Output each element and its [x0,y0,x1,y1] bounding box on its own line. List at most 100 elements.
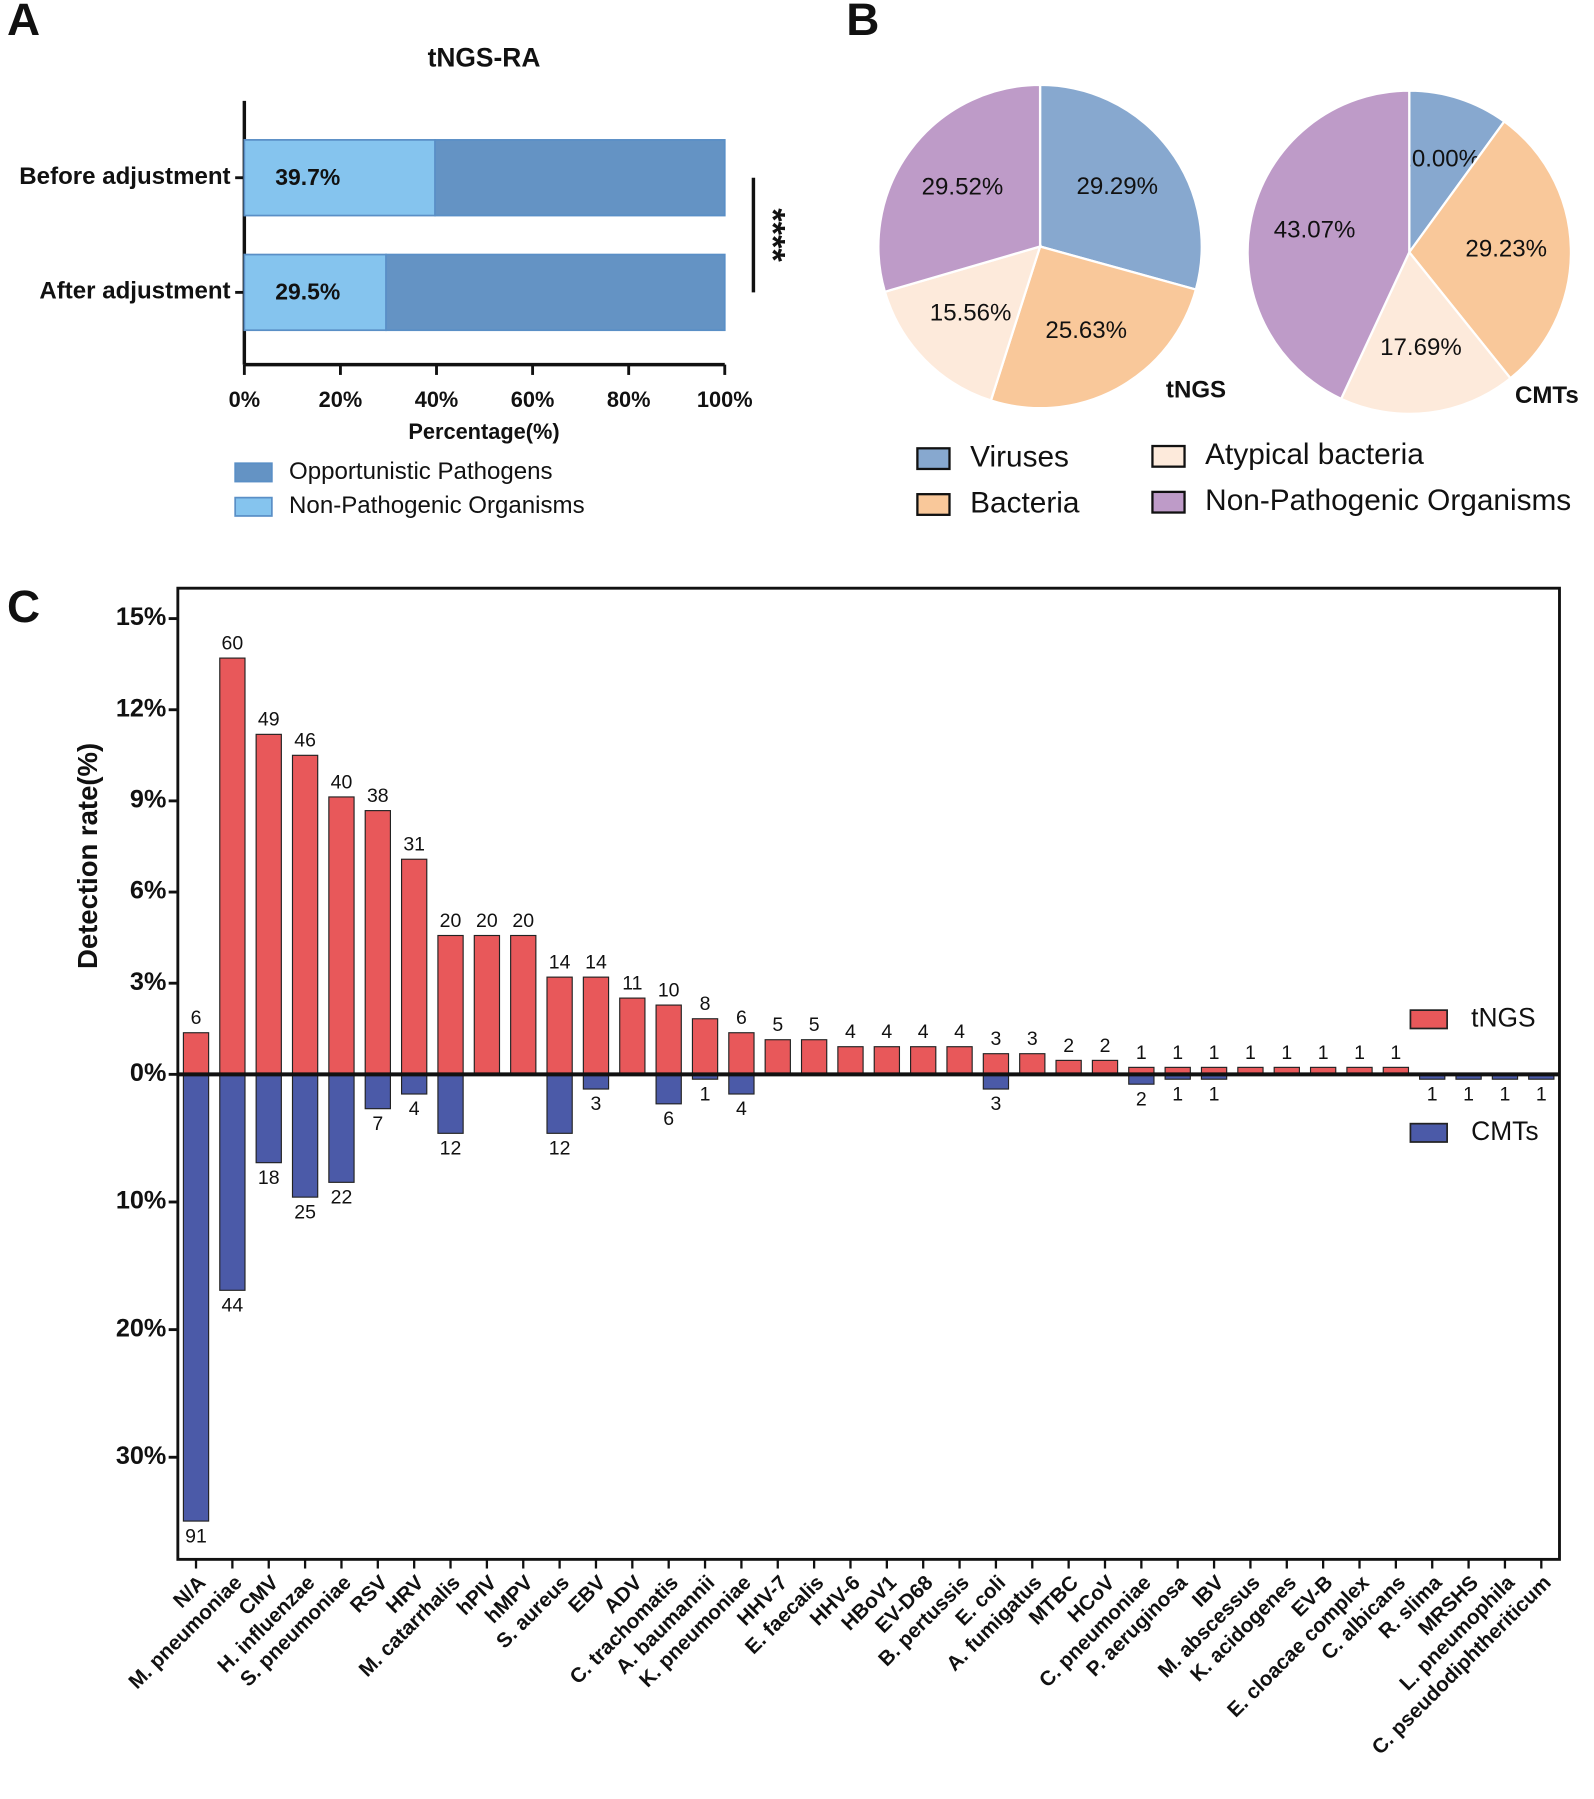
count-label: 4 [845,1021,856,1043]
count-label: 20 [440,910,462,932]
count-label: 18 [258,1167,280,1189]
pie-slice [1038,83,1203,291]
slice-label: 25.63% [1045,317,1127,344]
count-label: 60 [222,632,244,654]
bar [473,934,501,1075]
count-label: 8 [700,993,711,1015]
count-label: 1 [1209,1042,1220,1064]
count-label: 4 [918,1021,929,1043]
count-label: 1 [1390,1042,1401,1064]
pie-title: tNGS [1166,376,1226,403]
bar [255,1073,282,1164]
count-label: 14 [549,952,571,974]
bar [982,1053,1010,1075]
bar [437,934,464,1075]
slice-label: 15.56% [930,300,1012,327]
count-label: 14 [585,952,607,974]
bar [328,796,355,1075]
pie-slice [1408,89,1506,256]
x-tick-label: 80% [607,387,651,412]
y-tick-label: After adjustment [39,278,230,305]
count-label: 1 [1536,1083,1547,1105]
x-tick-label: 40% [415,387,459,412]
bar [219,1073,246,1291]
y-tick-label: 10% [116,1187,166,1215]
slice-label: 10.00% [1398,145,1480,172]
y-tick-label: 6% [130,877,166,905]
bar [1055,1059,1082,1075]
count-label: 1 [1463,1083,1474,1105]
legend-swatch [1409,1009,1448,1030]
legend-swatch [1151,444,1186,468]
x-axis-label: Percentage(%) [408,419,559,444]
count-label: 7 [372,1113,383,1135]
legend-swatch [916,493,951,516]
count-label: 5 [772,1014,783,1036]
y-axis-label: Detection rate(%) [72,743,103,969]
bar [546,1073,573,1134]
pie-slice [1339,250,1513,416]
pie-slice [989,245,1198,410]
count-label: 6 [663,1108,674,1130]
slice-label: 43.07% [1274,217,1356,244]
bar [291,1073,319,1198]
bar-segment [434,139,726,217]
count-label: 12 [440,1138,462,1160]
y-tick-label: 3% [130,968,166,996]
bar-segment [243,253,387,332]
panel-label: C [7,580,40,632]
bar [655,1073,682,1105]
legend-swatch [916,447,951,471]
bar [582,1073,610,1090]
slice-label: 29.29% [1076,173,1158,200]
bar [619,997,646,1075]
slice-label: 29.23% [1465,235,1547,262]
pie-slice [883,244,1042,402]
count-label: 38 [367,785,389,807]
y-tick-label: Before adjustment [19,163,230,190]
bar [255,733,282,1075]
y-tick-label: 12% [116,694,166,722]
count-label: 2 [1136,1088,1147,1110]
legend-swatch [234,496,273,517]
count-label: 2 [1100,1035,1111,1057]
count-label: 31 [403,834,425,856]
count-label: 22 [331,1187,353,1209]
legend-swatch [234,462,273,483]
legend-label: tNGS [1471,1002,1535,1032]
count-label: 3 [591,1093,602,1115]
bar [437,1073,464,1134]
chart-title: tNGS-RA [428,43,541,73]
bar [400,858,428,1075]
legend-swatch [1151,490,1186,514]
count-label: 11 [622,972,642,994]
panel-label: B [846,0,879,45]
bar [1019,1053,1046,1075]
bar [400,1073,428,1095]
panel-label: A [7,0,40,45]
count-label: 1 [1172,1042,1183,1064]
count-label: 20 [476,910,498,932]
bar [691,1018,719,1075]
legend-label: Non-Pathogenic Organisms [1205,484,1571,517]
count-label: 1 [1209,1083,1220,1105]
bar [364,1073,392,1110]
y-tick-label: 20% [116,1314,166,1342]
legend-swatch [1409,1122,1448,1143]
x-tick-label: EBV [564,1571,610,1617]
legend-label: Non-Pathogenic Organisms [289,492,585,519]
count-label: 4 [954,1021,965,1043]
bar [800,1039,828,1075]
slice-label: 17.69% [1380,334,1462,361]
bar [1091,1059,1119,1075]
legend-label: CMTs [1471,1116,1538,1146]
bar [182,1073,210,1522]
count-label: 6 [191,1007,202,1029]
count-label: 3 [990,1028,1001,1050]
count-label: 46 [294,730,316,752]
bar [728,1073,755,1095]
bar [873,1046,901,1075]
bar [837,1046,864,1075]
bar [364,810,392,1075]
